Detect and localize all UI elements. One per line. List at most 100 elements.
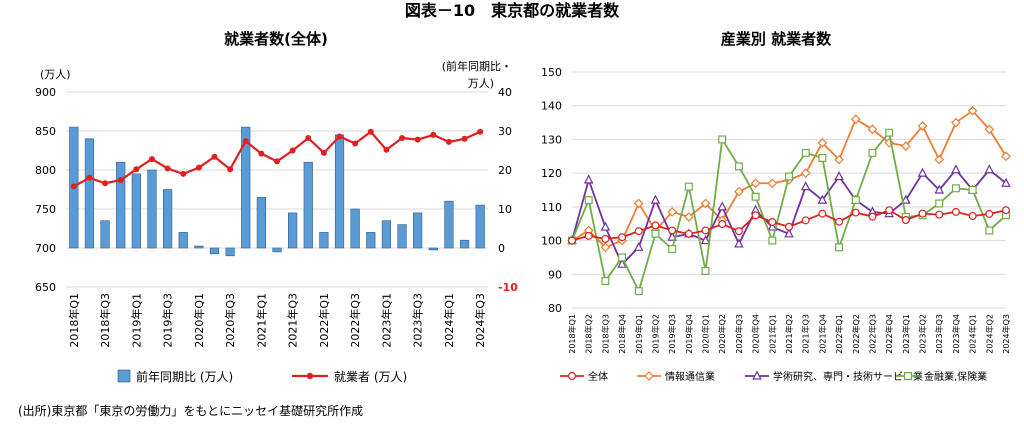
chart2-series-point bbox=[900, 141, 911, 152]
chart1-left-tick-label: 700 bbox=[35, 242, 56, 255]
chart2-y-tick-label: 120 bbox=[541, 167, 562, 180]
chart2-series-point bbox=[633, 198, 644, 209]
chart2-series-point bbox=[751, 211, 760, 220]
chart2-legend-label: 金融業,保険業 bbox=[924, 370, 987, 383]
chart1-left-tick-label: 750 bbox=[35, 203, 56, 216]
chart1-x-tick-label: 2021年Q1 bbox=[254, 293, 268, 348]
chart1-employment-point bbox=[445, 138, 452, 145]
chart2-series-point bbox=[600, 221, 611, 231]
chart2-series-point bbox=[800, 168, 811, 178]
chart2-x-tick-label: 2021年Q4 bbox=[817, 314, 827, 354]
chart2-series-point bbox=[1001, 206, 1010, 215]
chart1-employment-point bbox=[117, 177, 124, 184]
chart2-series-point bbox=[718, 220, 727, 229]
chart2-series-point bbox=[818, 153, 827, 162]
chart1-bar bbox=[428, 247, 438, 251]
chart2-x-tick-label: 2023年Q4 bbox=[951, 314, 961, 354]
chart2-x-tick-label: 2020年Q2 bbox=[717, 314, 727, 354]
chart2-legend-label: 学術研究、専門・技術サービス業 bbox=[773, 370, 923, 383]
chart2-series-point bbox=[784, 172, 793, 181]
chart2-series-point bbox=[618, 253, 627, 262]
chart1-right-tick-label: 30 bbox=[498, 125, 512, 138]
chart1-bar bbox=[444, 200, 454, 249]
chart2-series-point bbox=[817, 137, 828, 148]
chart1-employment-point bbox=[430, 131, 437, 138]
chart1-employment-point bbox=[164, 165, 171, 172]
chart2-x-tick-label: 2019年Q3 bbox=[667, 314, 677, 354]
chart1-x-tick-label: 2019年Q3 bbox=[161, 293, 175, 348]
chart2-series-point bbox=[968, 186, 977, 195]
chart1-x-tick-label: 2022年Q1 bbox=[317, 293, 331, 348]
chart1-bar bbox=[84, 138, 95, 249]
chart2-series-point bbox=[867, 124, 878, 135]
chart2-series-point bbox=[751, 192, 760, 201]
chart1-bar bbox=[256, 197, 266, 249]
chart1-x-tick-label: 2020年Q1 bbox=[192, 293, 206, 348]
chart2-series-point bbox=[667, 231, 677, 241]
chart2-series-point bbox=[617, 258, 627, 268]
chart1-legend-line-marker bbox=[306, 372, 314, 380]
chart2-series-point bbox=[851, 208, 860, 217]
chart1-employment-point bbox=[227, 166, 234, 173]
chart2-series-point bbox=[984, 164, 995, 174]
chart2-x-tick-label: 2021年Q3 bbox=[801, 314, 811, 354]
chart1-bar bbox=[116, 161, 126, 249]
chart2-series-point bbox=[868, 148, 877, 157]
chart2-series-point bbox=[984, 124, 995, 135]
chart1-employment-point bbox=[367, 128, 374, 135]
chart2-series-point bbox=[584, 231, 593, 240]
chart1-bar bbox=[241, 126, 251, 249]
chart2-x-tick-label: 2021年Q1 bbox=[767, 314, 777, 354]
chart1-x-tick-label: 2021年Q3 bbox=[286, 293, 300, 348]
chart1-bar bbox=[350, 208, 360, 249]
chart2-series-point bbox=[935, 199, 944, 208]
chart2-series-point bbox=[767, 178, 778, 189]
chart2-series-point bbox=[668, 226, 677, 235]
chart2-series-point bbox=[784, 222, 793, 231]
chart2-y-tick-label: 130 bbox=[541, 133, 562, 146]
chart2-series-point bbox=[901, 216, 910, 225]
chart2-x-tick-label: 2021年Q2 bbox=[784, 314, 794, 354]
chart2-series-point bbox=[734, 162, 743, 171]
chart2-series-point bbox=[767, 221, 778, 231]
chart2-series-point bbox=[583, 174, 594, 184]
chart1-left-tick-label: 650 bbox=[35, 281, 56, 294]
chart2-x-tick-label: 2023年Q1 bbox=[901, 314, 911, 354]
chart1-left-tick-label: 800 bbox=[35, 164, 56, 177]
source-note: (出所)東京都「東京の労働力」をもとにニッセイ基礎研究所作成 bbox=[18, 404, 364, 418]
chart1-employment-point bbox=[86, 174, 93, 181]
chart2-x-tick-label: 2018年Q4 bbox=[617, 314, 627, 354]
chart1-left-tick-label: 850 bbox=[35, 125, 56, 138]
chart2-x-tick-label: 2023年Q3 bbox=[934, 314, 944, 354]
chart1-employment-point bbox=[399, 135, 406, 142]
chart2-x-tick-label: 2022年Q1 bbox=[834, 314, 844, 354]
chart1-bar bbox=[303, 161, 313, 249]
chart2-y-tick-label: 140 bbox=[541, 100, 562, 113]
chart2-series-point bbox=[700, 198, 711, 209]
chart2-series-point bbox=[684, 229, 693, 238]
chart2-series-point bbox=[951, 117, 961, 128]
chart2-series-point bbox=[935, 210, 944, 219]
chart2-series-point bbox=[917, 121, 928, 131]
chart2-series-point bbox=[834, 171, 844, 181]
figure-title: 図表－10 東京都の就業者数 bbox=[404, 1, 620, 20]
chart2-series-point bbox=[634, 287, 643, 296]
chart2-series-point bbox=[800, 181, 811, 191]
chart2-series-point bbox=[885, 206, 894, 215]
chart2-series-point bbox=[651, 229, 660, 238]
chart2-series-point bbox=[768, 236, 777, 245]
chart1-bar bbox=[475, 204, 485, 249]
chart2-series-point bbox=[1001, 151, 1011, 162]
chart2-series-point bbox=[934, 154, 945, 165]
chart1-bar bbox=[162, 189, 173, 249]
chart2-series-point bbox=[683, 212, 694, 222]
chart2-legend-marker bbox=[903, 372, 912, 381]
chart1-bar bbox=[100, 220, 110, 249]
chart2-x-tick-label: 2018年Q3 bbox=[600, 314, 610, 354]
chart1-employment-point bbox=[242, 138, 249, 145]
chart1-title: 就業者数(全体) bbox=[224, 30, 328, 48]
chart2-series-point bbox=[817, 194, 828, 204]
chart1-bar bbox=[288, 212, 298, 249]
chart1-x-tick-label: 2020年Q3 bbox=[223, 293, 237, 348]
chart1-employment-point bbox=[289, 147, 296, 154]
